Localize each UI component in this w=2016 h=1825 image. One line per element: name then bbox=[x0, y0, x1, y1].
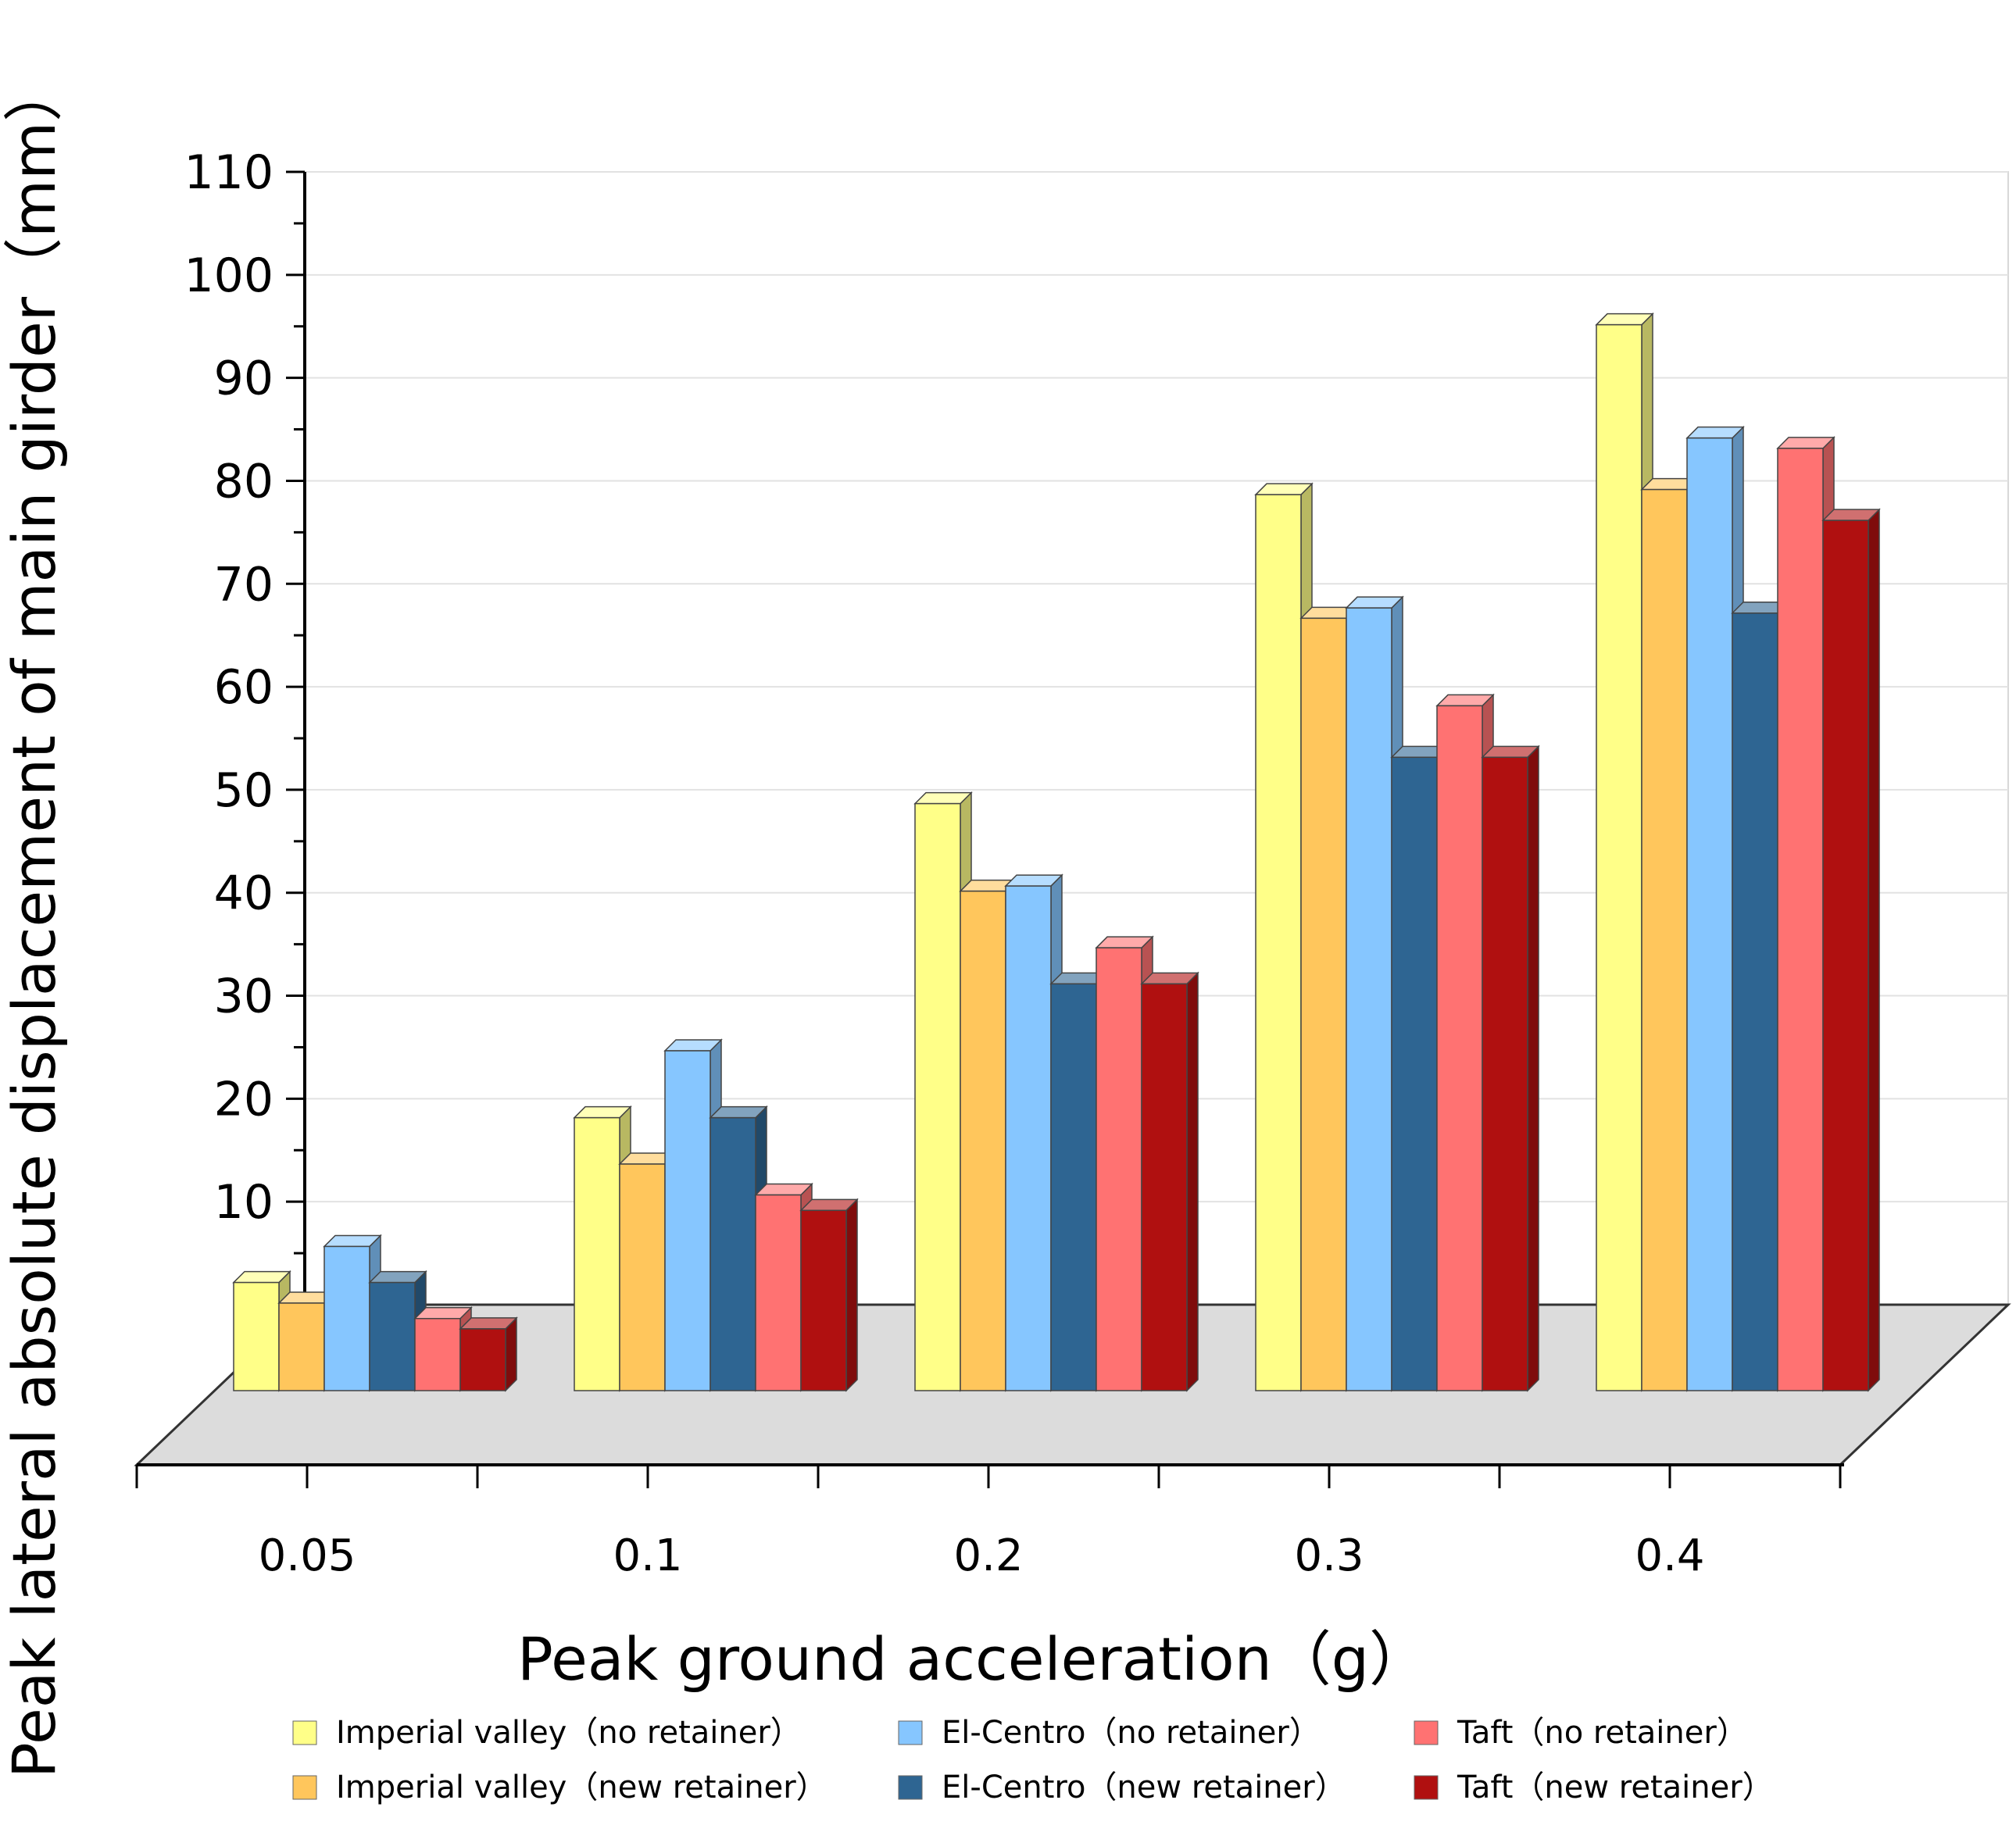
legend-swatch bbox=[1414, 1775, 1439, 1800]
y-tick-label: 30 bbox=[214, 970, 273, 1024]
bar-front bbox=[914, 802, 961, 1391]
bar bbox=[459, 1316, 518, 1392]
legend-label: El-Centro（new retainer） bbox=[942, 1770, 1346, 1805]
legend-swatch bbox=[898, 1720, 923, 1745]
legend-item: El-Centro（new retainer） bbox=[898, 1770, 1346, 1805]
y-tick-label: 10 bbox=[214, 1175, 273, 1230]
y-tick-label: 50 bbox=[214, 763, 273, 818]
y-axis-title: Peak lateral absolute displacement of ma… bbox=[0, 62, 69, 1778]
legend-item: El-Centro（no retainer） bbox=[898, 1715, 1321, 1751]
y-tick-label: 100 bbox=[184, 248, 273, 303]
bar-front bbox=[1141, 983, 1188, 1391]
bar-side bbox=[1527, 745, 1539, 1392]
legend-label: El-Centro（no retainer） bbox=[942, 1715, 1321, 1751]
bar-front bbox=[1596, 323, 1642, 1391]
legend-item: Taft（no retainer） bbox=[1414, 1715, 1748, 1751]
bar-front bbox=[278, 1302, 325, 1391]
bar-front bbox=[459, 1328, 506, 1391]
legend-swatch bbox=[292, 1775, 317, 1800]
bar-front bbox=[1822, 520, 1869, 1391]
y-tick-label: 20 bbox=[214, 1072, 273, 1127]
y-tick-label: 80 bbox=[214, 454, 273, 509]
bar-front bbox=[323, 1245, 370, 1391]
bar-front bbox=[1391, 756, 1438, 1391]
bar-side bbox=[845, 1198, 858, 1392]
bar-side bbox=[505, 1316, 517, 1392]
bar-front bbox=[1436, 705, 1483, 1391]
y-tick-label: 40 bbox=[214, 866, 273, 921]
bar-front bbox=[1482, 756, 1528, 1391]
bar-front bbox=[1686, 437, 1733, 1391]
legend-swatch bbox=[1414, 1720, 1439, 1745]
bar-front bbox=[1050, 983, 1097, 1391]
x-tick-label: 0.3 bbox=[1294, 1530, 1364, 1581]
bar-front bbox=[664, 1050, 711, 1391]
y-tick-label: 110 bbox=[184, 145, 273, 200]
bar-front bbox=[1005, 885, 1052, 1391]
bar-front bbox=[619, 1163, 666, 1391]
x-tick-label: 0.1 bbox=[613, 1530, 682, 1581]
bar-front bbox=[369, 1281, 416, 1391]
bar-front bbox=[574, 1116, 620, 1391]
y-tick-label: 90 bbox=[214, 352, 273, 406]
bar-side bbox=[1186, 971, 1199, 1392]
bar-front bbox=[1346, 607, 1392, 1391]
legend-item: Imperial valley（new retainer） bbox=[292, 1770, 827, 1805]
y-tick-label: 60 bbox=[214, 660, 273, 715]
bars bbox=[232, 312, 1881, 1392]
legend-item: Taft（new retainer） bbox=[1414, 1770, 1774, 1805]
bar-front bbox=[414, 1317, 461, 1391]
legend-label: Taft（no retainer） bbox=[1457, 1715, 1748, 1751]
bar bbox=[1821, 508, 1881, 1392]
bar-side bbox=[1868, 508, 1880, 1392]
bar-front bbox=[960, 890, 1006, 1391]
legend-item: Imperial valley（no retainer） bbox=[292, 1715, 802, 1751]
bar-front bbox=[755, 1194, 802, 1391]
legend-label: Imperial valley（no retainer） bbox=[336, 1715, 802, 1751]
legend-swatch bbox=[898, 1775, 923, 1800]
bar-front bbox=[710, 1116, 756, 1391]
bar-front bbox=[1096, 947, 1142, 1391]
bar-front bbox=[1300, 617, 1347, 1391]
bar-front bbox=[1732, 612, 1778, 1391]
x-tick-label: 0.05 bbox=[259, 1530, 356, 1581]
bar bbox=[799, 1198, 859, 1392]
bar-front bbox=[1777, 448, 1824, 1391]
x-axis: 0.05 0.1 0.2 0.3 0.4 bbox=[135, 1463, 1844, 1581]
legend-swatch bbox=[292, 1720, 317, 1745]
bar-front bbox=[1641, 488, 1688, 1391]
x-axis-title: Peak ground acceleration（g） bbox=[517, 1624, 1428, 1694]
bar bbox=[1481, 745, 1540, 1392]
y-axis: 10 20 30 40 50 60 70 80 90 100 110 bbox=[184, 145, 306, 1305]
x-tick-label: 0.4 bbox=[1635, 1530, 1704, 1581]
bar-front bbox=[233, 1281, 280, 1391]
bar bbox=[1140, 971, 1199, 1392]
y-tick-label: 70 bbox=[214, 557, 273, 612]
legend-label: Imperial valley（new retainer） bbox=[336, 1770, 827, 1805]
x-tick-label: 0.2 bbox=[953, 1530, 1023, 1581]
bar-front bbox=[1255, 494, 1302, 1391]
bar-front bbox=[800, 1209, 847, 1391]
legend: Imperial valley（no retainer） El-Centro（no… bbox=[292, 1715, 1774, 1805]
legend-label: Taft（new retainer） bbox=[1457, 1770, 1774, 1805]
